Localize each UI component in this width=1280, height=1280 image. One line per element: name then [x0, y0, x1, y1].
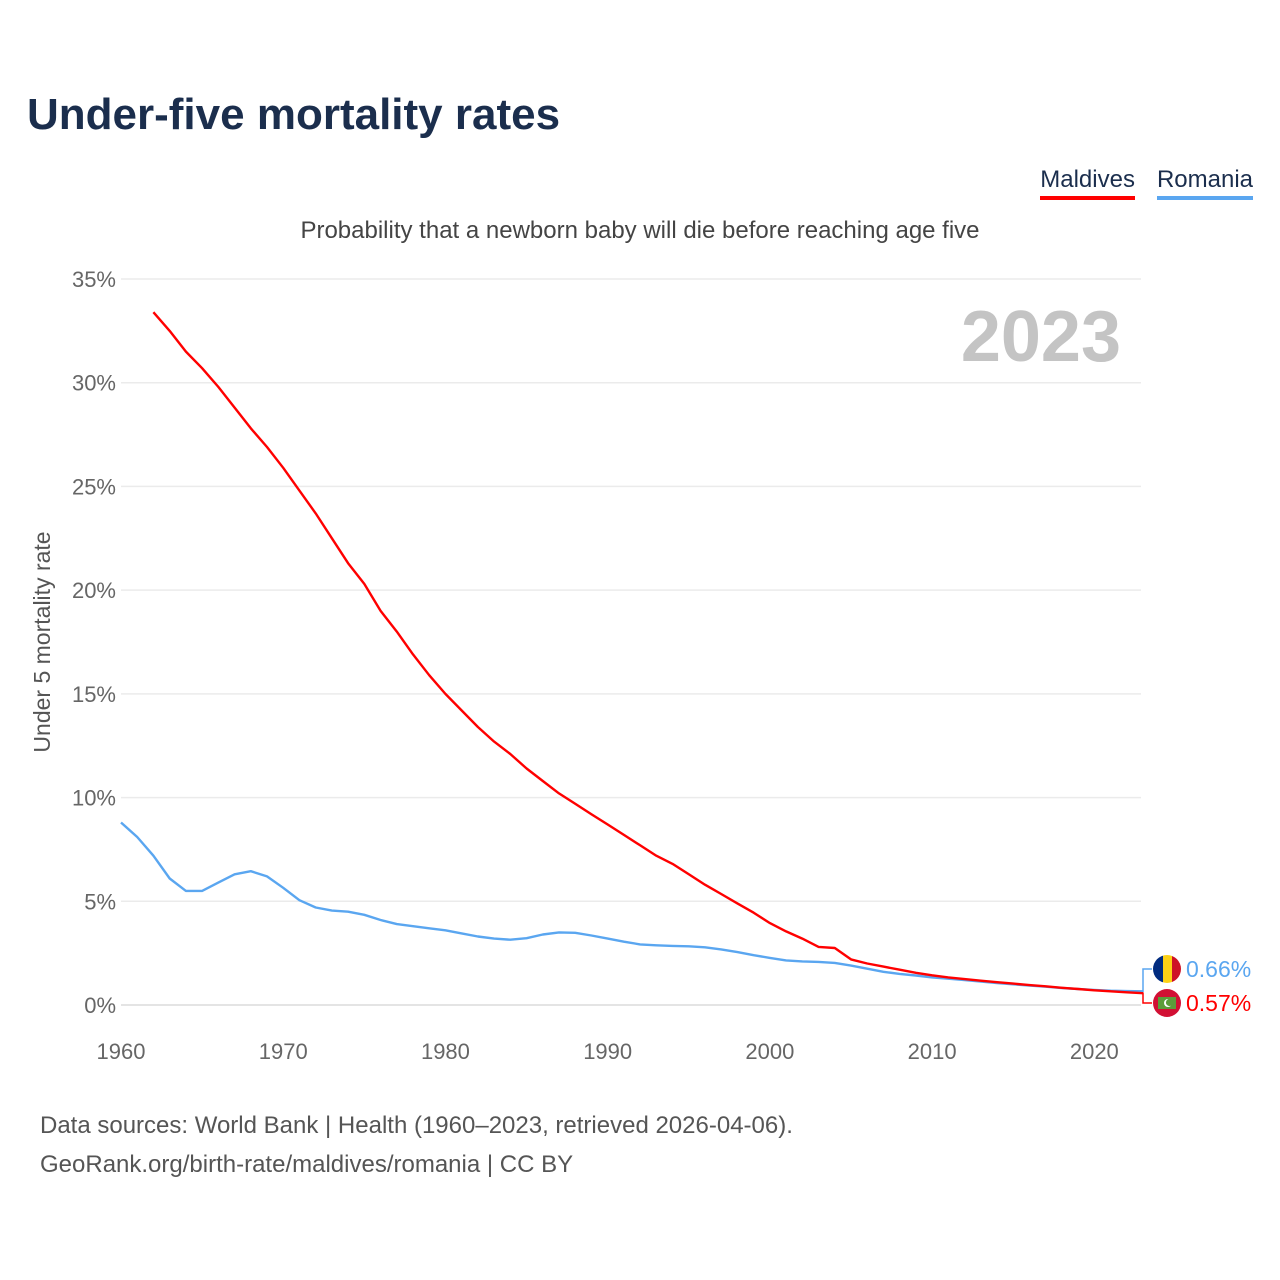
y-axis-label: Under 5 mortality rate: [29, 531, 55, 752]
y-tick-label: 15%: [72, 682, 116, 707]
end-value-label: 0.66%: [1186, 956, 1251, 982]
end-value-label: 0.57%: [1186, 990, 1251, 1016]
x-tick-label: 1980: [421, 1039, 470, 1064]
legend-maldives[interactable]: Maldives: [1040, 166, 1135, 200]
y-tick-label: 5%: [84, 889, 116, 914]
maldives-flag-icon: [1153, 989, 1181, 1017]
y-tick-label: 25%: [72, 474, 116, 499]
series-line-maldives[interactable]: [152, 311, 1144, 995]
y-tick-label: 30%: [72, 371, 116, 396]
footer: Data sources: World Bank | Health (1960–…: [40, 1106, 793, 1184]
x-tick-label: 1990: [583, 1039, 632, 1064]
x-tick-label: 2020: [1070, 1039, 1119, 1064]
y-tick-label: 0%: [84, 993, 116, 1018]
x-tick-label: 2010: [908, 1039, 957, 1064]
x-tick-label: 1970: [259, 1039, 308, 1064]
end-connector: [1141, 992, 1152, 1004]
data-source-note: Data sources: World Bank | Health (1960–…: [40, 1112, 793, 1139]
series-line-romania[interactable]: [120, 821, 1144, 993]
y-tick-label: 10%: [72, 786, 116, 811]
chart-title: Under-five mortality rates: [27, 90, 561, 139]
x-tick-label: 2000: [745, 1039, 794, 1064]
y-tick-label: 20%: [72, 578, 116, 603]
source-link[interactable]: GeoRank.org/birth-rate/maldives/romania …: [40, 1151, 574, 1178]
chart-subtitle: Probability that a newborn baby will die…: [300, 217, 980, 244]
x-tick-label: 1960: [97, 1039, 146, 1064]
end-connector: [1141, 968, 1152, 993]
y-tick-label: 35%: [72, 267, 116, 292]
romania-flag-icon: [1153, 955, 1181, 983]
legend-romania[interactable]: Romania: [1156, 166, 1253, 200]
year-watermark: 2023: [961, 297, 1121, 377]
legend: Maldives Romania: [1040, 166, 1253, 200]
